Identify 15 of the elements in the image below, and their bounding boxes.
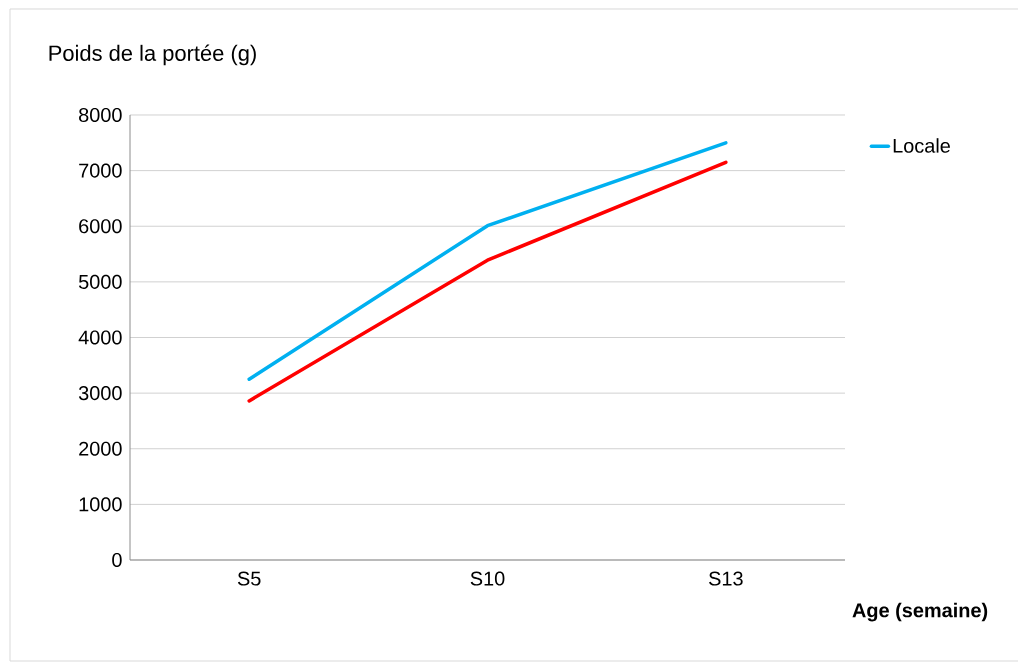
y-tick-label: 0 [112,552,122,568]
y-tick-label: 6000 [79,219,122,234]
y-tick-label: 4000 [78,330,122,345]
legend-label: Locale [893,138,950,153]
y-tick-label: 3000 [78,386,122,401]
y-tick-label: 7000 [79,163,122,178]
y-axis-title: Poids de la portée (g) [49,44,256,66]
y-tick-label: 2000 [79,441,122,456]
x-tick-label: S13 [709,571,743,586]
x-tick-label: S10 [470,571,505,586]
y-tick-label: 5000 [78,274,122,289]
x-tick-label: S5 [237,571,261,586]
x-axis-title: Age (semaine) [852,602,988,622]
y-tick-label: 8000 [79,107,122,123]
y-tick-label: 1000 [79,497,122,512]
